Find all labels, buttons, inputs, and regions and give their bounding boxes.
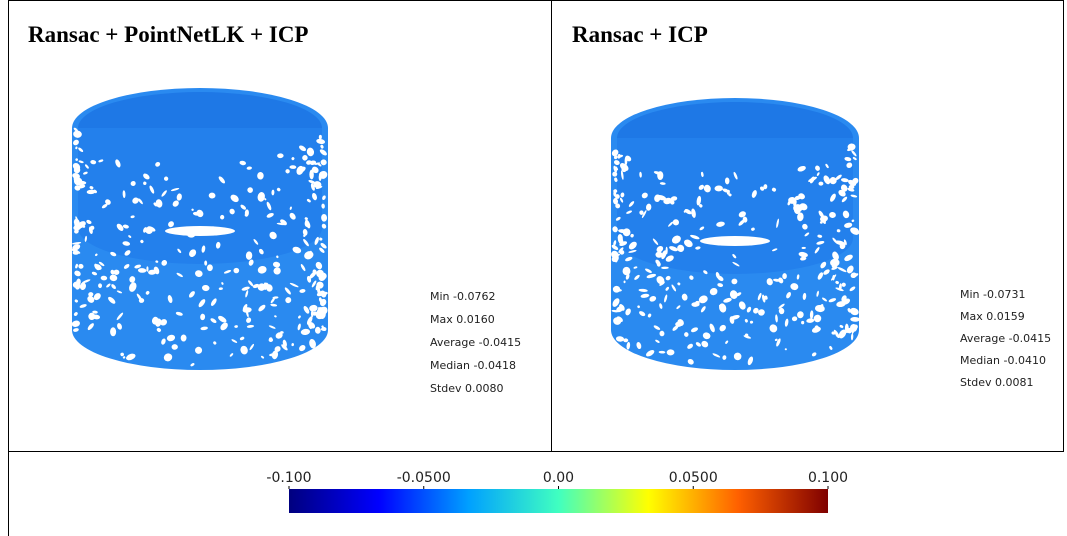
speckle	[172, 344, 178, 350]
stat-line: Average -0.0415	[430, 336, 521, 349]
stat-line: Max 0.0160	[430, 313, 495, 326]
panel-title: Ransac + ICP	[572, 22, 708, 47]
stat-line: Median -0.0418	[430, 359, 516, 372]
stat-line: Min -0.0731	[960, 288, 1025, 301]
stat-line: Stdev 0.0080	[430, 382, 504, 395]
speckle	[110, 327, 116, 336]
colorbar-tick-label: 0.100	[808, 470, 848, 486]
hole	[165, 226, 235, 236]
stat-line: Min -0.0762	[430, 290, 495, 303]
speckle	[77, 181, 87, 185]
hole	[700, 236, 770, 246]
panel-title: Ransac + PointNetLK + ICP	[28, 22, 308, 47]
cylinder-back	[617, 138, 853, 274]
colorbar-tick-label: 0.0500	[669, 470, 718, 486]
speckle	[666, 247, 668, 255]
figure: Ransac + PointNetLK + ICP Ransac + ICP M…	[0, 0, 1067, 536]
cylinder-back	[78, 128, 322, 264]
colorbar	[289, 489, 828, 513]
point-cloud	[71, 88, 329, 370]
stat-line: Median -0.0410	[960, 354, 1046, 367]
colorbar-tick-label: -0.100	[266, 470, 311, 486]
stat-line: Stdev 0.0081	[960, 376, 1034, 389]
stat-line: Average -0.0415	[960, 332, 1051, 345]
stat-line: Max 0.0159	[960, 310, 1025, 323]
point-cloud	[610, 98, 861, 370]
colorbar-tick-label: -0.0500	[397, 470, 451, 486]
colorbar-tick-label: 0.00	[543, 470, 574, 486]
speckle	[311, 310, 314, 317]
